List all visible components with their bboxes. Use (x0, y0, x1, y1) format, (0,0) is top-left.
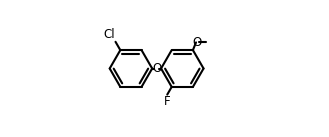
Text: O: O (193, 36, 202, 49)
Text: O: O (152, 62, 161, 75)
Text: Cl: Cl (103, 28, 115, 41)
Text: F: F (164, 95, 170, 108)
